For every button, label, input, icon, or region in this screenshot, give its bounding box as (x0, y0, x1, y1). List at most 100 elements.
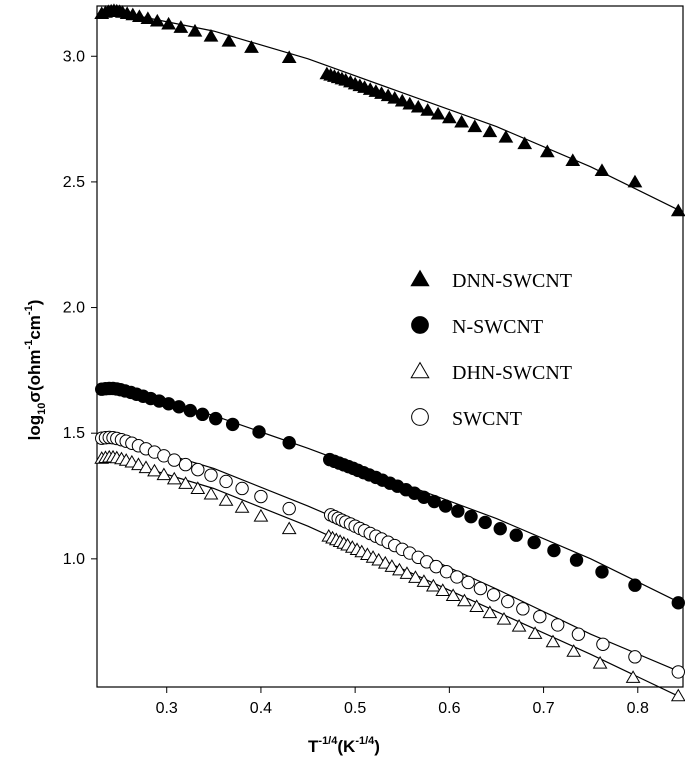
point-dnn-swcnt (149, 13, 165, 27)
point-n-swcnt (438, 499, 453, 513)
plot-area-border (96, 5, 684, 688)
point-swcnt (571, 627, 586, 641)
point-dnn-swcnt (565, 153, 581, 167)
fit-line-dnn-swcnt (100, 12, 681, 212)
fit-line-swcnt (100, 437, 681, 673)
point-dnn-swcnt (670, 203, 685, 217)
point-n-swcnt (595, 565, 609, 579)
point-dhn-swcnt (545, 634, 561, 648)
point-n-swcnt (628, 578, 642, 592)
point-swcnt (204, 468, 218, 482)
legend-marker-swcnt (411, 408, 429, 426)
point-dnn-swcnt (467, 119, 483, 133)
point-n-swcnt (209, 411, 223, 426)
point-swcnt (282, 501, 296, 516)
point-n-swcnt (547, 543, 561, 558)
point-n-swcnt (172, 400, 186, 414)
point-dhn-swcnt (384, 559, 400, 572)
point-dhn-swcnt (281, 521, 297, 535)
point-dnn-swcnt (203, 28, 219, 42)
point-n-swcnt (478, 515, 492, 530)
point-swcnt (461, 575, 475, 590)
x-tick-label: 0.8 (627, 700, 649, 717)
x-axis-title: T-1/4(K-1/4) (308, 735, 380, 756)
point-dnn-swcnt (173, 20, 189, 33)
point-n-swcnt (195, 407, 210, 422)
fit-line-dhn-swcnt (100, 457, 681, 698)
point-swcnt (219, 474, 233, 489)
point-swcnt (167, 453, 181, 467)
point-dnn-swcnt (394, 93, 410, 107)
point-dhn-swcnt (392, 562, 407, 576)
point-dhn-swcnt (203, 486, 219, 500)
point-swcnt (596, 637, 610, 651)
point-swcnt (516, 602, 530, 616)
point-dnn-swcnt (594, 163, 610, 177)
point-swcnt (473, 581, 488, 596)
point-dnn-swcnt (454, 114, 469, 128)
point-dhn-swcnt (511, 618, 527, 632)
point-dnn-swcnt (281, 50, 297, 63)
point-dnn-swcnt (441, 110, 457, 124)
y-tick-label: 1.0 (63, 551, 85, 568)
point-dhn-swcnt (399, 566, 415, 579)
point-n-swcnt (493, 521, 507, 536)
point-n-swcnt (451, 504, 465, 518)
y-axis-ticks: 1.0 1.5 2.0 2.5 3.0 (63, 48, 97, 568)
point-dnn-swcnt (140, 11, 156, 25)
point-n-swcnt (427, 494, 441, 509)
point-dhn-swcnt (496, 611, 512, 625)
point-n-swcnt (509, 528, 523, 542)
point-swcnt (486, 588, 501, 602)
point-dnn-swcnt (161, 16, 176, 30)
point-dnn-swcnt (498, 129, 514, 143)
legend: DNN-SWCNT N-SWCNT DHN-SWCNT SWCNT (410, 269, 572, 430)
point-dhn-swcnt (435, 583, 451, 596)
y-tick-label: 3.0 (63, 48, 85, 65)
x-tick-label: 0.5 (344, 700, 366, 717)
point-n-swcnt (569, 553, 584, 567)
point-dhn-swcnt (482, 605, 498, 619)
point-dnn-swcnt (482, 124, 498, 138)
point-n-swcnt (225, 417, 240, 432)
legend-marker-dhn-swcnt (410, 361, 430, 379)
point-dnn-swcnt (402, 96, 418, 110)
point-dhn-swcnt (147, 463, 162, 477)
point-dhn-swcnt (670, 688, 685, 702)
point-n-swcnt (464, 509, 478, 524)
point-dhn-swcnt (592, 655, 608, 669)
data-points (94, 3, 685, 702)
point-swcnt (235, 481, 249, 496)
point-swcnt (191, 462, 205, 477)
legend-label-n-swcnt: N-SWCNT (452, 316, 543, 338)
point-dhn-swcnt (416, 574, 432, 587)
y-tick-label: 2.5 (63, 174, 85, 191)
point-dhn-swcnt (408, 570, 423, 583)
point-dhn-swcnt (445, 588, 461, 601)
point-dnn-swcnt (420, 103, 436, 116)
point-dhn-swcnt (469, 599, 485, 613)
point-dnn-swcnt (430, 106, 446, 120)
point-dhn-swcnt (166, 471, 182, 485)
point-dnn-swcnt (387, 91, 403, 104)
x-tick-label: 0.7 (532, 700, 554, 717)
point-n-swcnt (282, 436, 296, 450)
point-dhn-swcnt (178, 476, 193, 489)
point-dhn-swcnt (138, 460, 154, 474)
x-tick-label: 0.4 (250, 700, 272, 717)
point-dhn-swcnt (156, 467, 172, 481)
x-tick-label: 0.6 (438, 700, 460, 717)
point-dhn-swcnt (190, 481, 206, 494)
point-dnn-swcnt (627, 174, 643, 188)
point-dnn-swcnt (132, 9, 147, 23)
y-tick-label: 2.0 (63, 300, 85, 317)
point-dhn-swcnt (218, 493, 234, 506)
legend-label-swcnt: SWCNT (452, 408, 522, 430)
point-swcnt (439, 564, 454, 579)
point-swcnt (550, 618, 565, 632)
point-dnn-swcnt (244, 40, 259, 53)
point-dhn-swcnt (131, 457, 146, 471)
point-dhn-swcnt (527, 626, 543, 639)
point-dhn-swcnt (425, 578, 441, 592)
point-swcnt (254, 489, 268, 504)
